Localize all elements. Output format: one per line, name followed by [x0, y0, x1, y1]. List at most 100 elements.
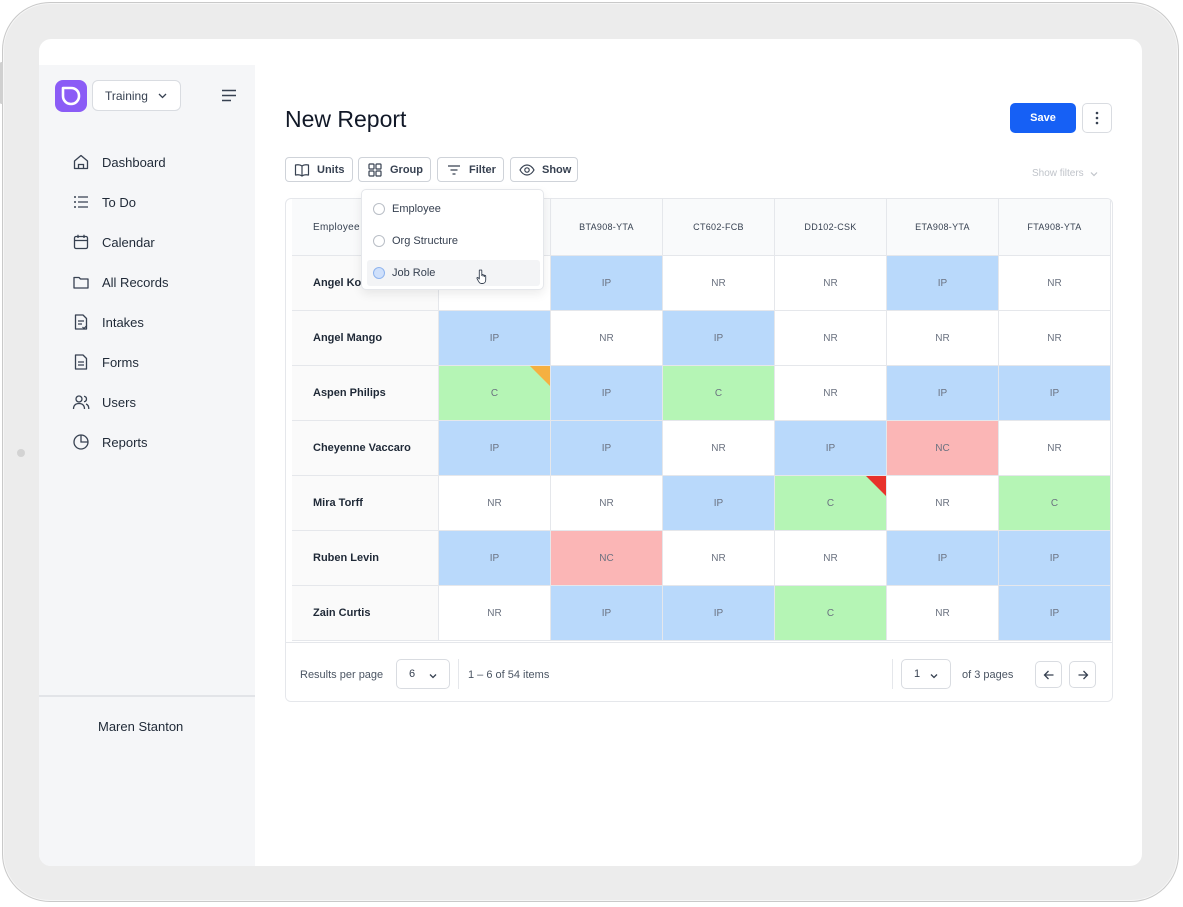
group-option-employee[interactable]: Employee — [367, 196, 540, 222]
option-label: Org Structure — [392, 235, 459, 247]
sidebar-item-dashboard[interactable]: Dashboard — [71, 142, 168, 182]
group-button[interactable]: Group — [358, 157, 431, 182]
radio-button[interactable] — [373, 235, 385, 247]
status-cell[interactable]: IP — [999, 366, 1111, 421]
sidebar-item-all-records[interactable]: All Records — [71, 262, 168, 302]
sidebar-item-label: Intakes — [102, 314, 144, 330]
eye-icon — [519, 162, 535, 178]
column-header[interactable]: ETA908-YTA — [887, 199, 999, 256]
status-cell[interactable]: NR — [887, 476, 999, 531]
status-cell[interactable]: IP — [551, 586, 663, 641]
status-cell[interactable]: NR — [663, 421, 775, 476]
status-cell[interactable]: IP — [887, 531, 999, 586]
status-cell[interactable]: IP — [999, 586, 1111, 641]
status-value: C — [490, 387, 499, 399]
status-cell[interactable]: C — [775, 586, 887, 641]
status-cell[interactable]: IP — [887, 256, 999, 311]
status-cell[interactable]: IP — [551, 256, 663, 311]
corner-flag-icon — [866, 476, 886, 496]
status-cell[interactable]: NR — [439, 476, 551, 531]
status-cell[interactable]: IP — [663, 311, 775, 366]
group-option-org-structure[interactable]: Org Structure — [367, 228, 540, 254]
status-cell[interactable]: NR — [663, 256, 775, 311]
status-value: NR — [823, 387, 838, 399]
page-select[interactable]: 1 — [901, 659, 951, 689]
status-cell[interactable]: NR — [775, 256, 887, 311]
next-page-button[interactable] — [1069, 661, 1096, 688]
more-options-button[interactable] — [1082, 103, 1112, 133]
employee-name-cell[interactable]: Cheyenne Vaccaro — [292, 421, 439, 476]
column-header[interactable]: BTA908-YTA — [551, 199, 663, 256]
prev-page-button[interactable] — [1035, 661, 1062, 688]
sidebar-item-reports[interactable]: Reports — [71, 422, 168, 462]
sidebar-item-calendar[interactable]: Calendar — [71, 222, 168, 262]
filter-icon — [446, 162, 462, 178]
employee-name-cell[interactable]: Zain Curtis — [292, 586, 439, 641]
status-cell[interactable]: IP — [887, 366, 999, 421]
status-cell[interactable]: IP — [551, 421, 663, 476]
sidebar-item-forms[interactable]: Forms — [71, 342, 168, 382]
filter-button[interactable]: Filter — [437, 157, 504, 182]
per-page-select[interactable]: 6 — [396, 659, 450, 689]
save-button[interactable]: Save — [1010, 103, 1076, 133]
employee-name-cell[interactable]: Aspen Philips — [292, 366, 439, 421]
status-cell[interactable]: NR — [775, 531, 887, 586]
status-value: IP — [489, 332, 500, 344]
status-value: NC — [935, 442, 950, 454]
menu-toggle-icon[interactable] — [221, 89, 237, 102]
status-cell[interactable]: NR — [663, 531, 775, 586]
status-cell[interactable]: C — [775, 476, 887, 531]
show-button[interactable]: Show — [510, 157, 578, 182]
status-cell[interactable]: NR — [775, 311, 887, 366]
status-cell[interactable]: NC — [551, 531, 663, 586]
status-cell[interactable]: C — [663, 366, 775, 421]
sidebar-item-todo[interactable]: To Do — [71, 182, 168, 222]
show-filters-toggle[interactable]: Show filters — [1032, 168, 1099, 179]
status-value: IP — [601, 277, 612, 289]
sidebar-item-intakes[interactable]: Intakes — [71, 302, 168, 342]
status-cell[interactable]: NR — [551, 311, 663, 366]
status-cell[interactable]: NR — [887, 586, 999, 641]
status-cell[interactable]: NR — [887, 311, 999, 366]
status-cell[interactable]: NR — [775, 366, 887, 421]
group-option-job-role[interactable]: Job Role — [367, 260, 540, 286]
status-cell[interactable]: IP — [439, 311, 551, 366]
status-cell[interactable]: IP — [551, 366, 663, 421]
employee-name-cell[interactable]: Mira Torff — [292, 476, 439, 531]
status-value: IP — [713, 607, 724, 619]
status-cell[interactable]: NR — [999, 311, 1111, 366]
page-count: of 3 pages — [962, 669, 1014, 681]
sidebar-item-label: Users — [102, 394, 136, 410]
employee-name-cell[interactable]: Ruben Levin — [292, 531, 439, 586]
filter-label: Filter — [469, 163, 496, 176]
status-cell[interactable]: IP — [663, 476, 775, 531]
units-button[interactable]: Units — [285, 157, 353, 182]
status-cell[interactable]: IP — [439, 421, 551, 476]
column-header[interactable]: CT602-FCB — [663, 199, 775, 256]
employee-name-cell[interactable]: Angel Mango — [292, 311, 439, 366]
workspace-select[interactable]: Training — [92, 80, 181, 111]
radio-button[interactable] — [373, 203, 385, 215]
status-cell[interactable]: NR — [999, 256, 1111, 311]
status-cell[interactable]: NR — [551, 476, 663, 531]
status-cell[interactable]: NR — [999, 421, 1111, 476]
column-header[interactable]: DD102-CSK — [775, 199, 887, 256]
column-header[interactable]: FTA908-YTA — [999, 199, 1111, 256]
status-cell[interactable]: NR — [439, 586, 551, 641]
status-cell[interactable]: IP — [439, 531, 551, 586]
status-cell[interactable]: C — [439, 366, 551, 421]
sidebar-item-users[interactable]: Users — [71, 382, 168, 422]
radio-button-selected[interactable] — [373, 267, 385, 279]
status-value: NR — [599, 497, 614, 509]
status-value: IP — [937, 387, 948, 399]
status-cell[interactable]: NC — [887, 421, 999, 476]
per-page-value: 6 — [409, 668, 416, 680]
page-title: New Report — [285, 106, 407, 132]
status-cell[interactable]: IP — [663, 586, 775, 641]
status-cell[interactable]: C — [999, 476, 1111, 531]
status-cell[interactable]: IP — [775, 421, 887, 476]
status-value: IP — [713, 497, 724, 509]
app-logo[interactable] — [55, 80, 87, 112]
current-user-name[interactable]: Maren Stanton — [98, 719, 184, 734]
status-cell[interactable]: IP — [999, 531, 1111, 586]
